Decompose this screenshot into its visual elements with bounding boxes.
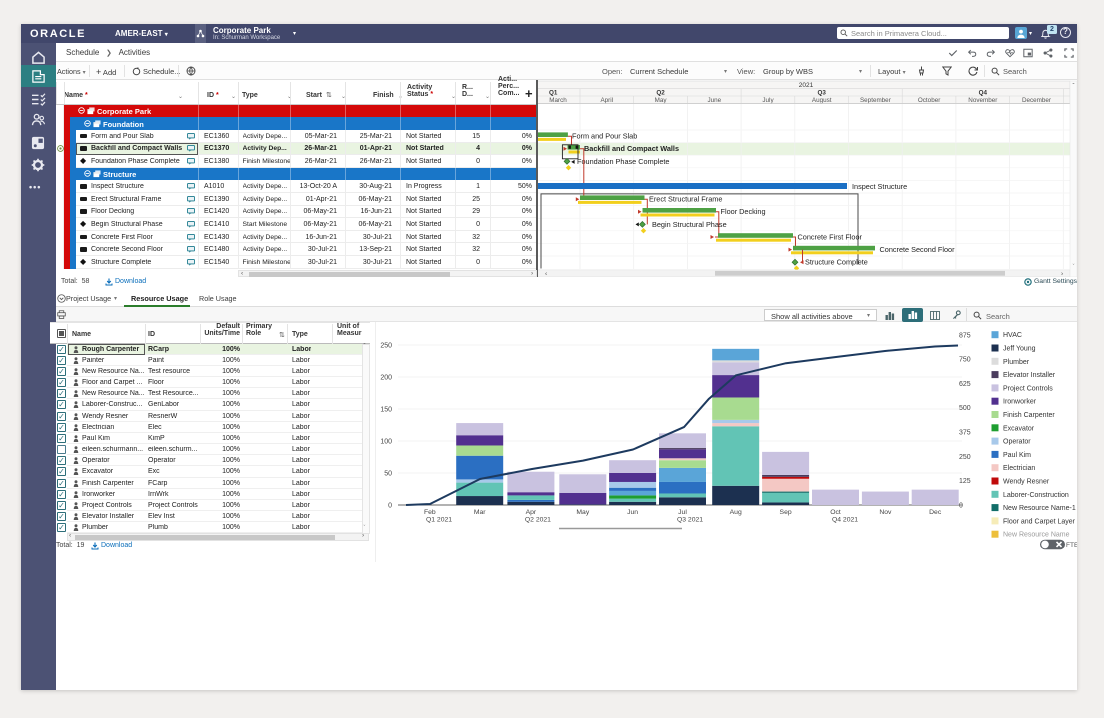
svg-text:May: May xyxy=(576,509,589,516)
svg-text:›: › xyxy=(1061,271,1063,278)
svg-text:‹: ‹ xyxy=(545,271,547,278)
svg-text:Q4: Q4 xyxy=(979,89,988,96)
svg-text:Sep: Sep xyxy=(780,509,792,516)
svg-text:Q1 2021: Q1 2021 xyxy=(426,517,452,524)
svg-text:New Resource Name-1: New Resource Name-1 xyxy=(1003,505,1076,512)
svg-text:Jul: Jul xyxy=(678,509,687,516)
svg-text:0: 0 xyxy=(388,502,392,509)
svg-text:Backfill and Compact Walls: Backfill and Compact Walls xyxy=(584,144,679,153)
svg-text:Feb: Feb xyxy=(424,509,436,516)
svg-text:Dec: Dec xyxy=(929,509,942,516)
svg-text:375: 375 xyxy=(959,430,971,437)
svg-text:200: 200 xyxy=(380,374,392,381)
svg-text:Floor and Carpet Layer: Floor and Carpet Layer xyxy=(1003,518,1076,525)
svg-text:Floor Decking: Floor Decking xyxy=(721,207,766,216)
svg-text:April: April xyxy=(600,97,613,104)
svg-text:875: 875 xyxy=(959,332,971,339)
svg-text:October: October xyxy=(918,97,940,104)
svg-text:June: June xyxy=(707,97,721,104)
svg-text:August: August xyxy=(812,97,832,104)
svg-text:Q1: Q1 xyxy=(549,89,558,96)
svg-text:Laborer-Construction: Laborer-Construction xyxy=(1003,492,1069,499)
svg-text:ˆ: ˆ xyxy=(1073,84,1075,90)
svg-text:125: 125 xyxy=(959,478,971,485)
svg-text:Nov: Nov xyxy=(879,509,892,516)
svg-text:December: December xyxy=(1022,97,1051,104)
svg-text:Jeff Young: Jeff Young xyxy=(1003,346,1036,353)
svg-text:625: 625 xyxy=(959,381,971,388)
svg-text:250: 250 xyxy=(959,454,971,461)
svg-text:Foundation Phase Complete: Foundation Phase Complete xyxy=(577,157,670,166)
svg-text:Operator: Operator xyxy=(1003,439,1031,446)
svg-text:Concrete First Floor: Concrete First Floor xyxy=(798,232,863,241)
svg-text:Mar: Mar xyxy=(474,509,486,516)
svg-text:Project Controls: Project Controls xyxy=(1003,385,1053,392)
svg-text:100: 100 xyxy=(380,438,392,445)
svg-text:150: 150 xyxy=(380,406,392,413)
svg-text:2021: 2021 xyxy=(799,82,814,89)
svg-text:Q4 2021: Q4 2021 xyxy=(832,517,858,524)
svg-text:Plumber: Plumber xyxy=(1003,359,1030,366)
svg-text:November: November xyxy=(968,97,997,104)
svg-text:Excavator: Excavator xyxy=(1003,425,1035,432)
svg-text:500: 500 xyxy=(959,405,971,412)
svg-text:Form and Pour Slab: Form and Pour Slab xyxy=(572,132,637,141)
svg-text:September: September xyxy=(860,97,891,104)
svg-text:Electrician: Electrician xyxy=(1003,465,1035,472)
svg-text:Wendy Resner: Wendy Resner xyxy=(1003,479,1050,486)
svg-text:Apr: Apr xyxy=(526,509,537,516)
svg-text:Erect Structural Frame: Erect Structural Frame xyxy=(649,195,722,204)
svg-text:July: July xyxy=(762,97,774,104)
svg-text:Q3 2021: Q3 2021 xyxy=(677,517,703,524)
svg-text:Oct: Oct xyxy=(830,509,841,516)
svg-text:Structure Complete: Structure Complete xyxy=(805,258,868,267)
svg-text:Concrete Second Floor: Concrete Second Floor xyxy=(880,245,956,254)
svg-text:Inspect Structure: Inspect Structure xyxy=(852,182,907,191)
svg-text:ˇ: ˇ xyxy=(1073,264,1075,270)
svg-text:Begin Structural Phase: Begin Structural Phase xyxy=(652,220,727,229)
svg-text:Elevator Installer: Elevator Installer xyxy=(1003,372,1056,379)
svg-text:Q3: Q3 xyxy=(817,89,826,96)
svg-text:Jun: Jun xyxy=(627,509,638,516)
svg-text:0: 0 xyxy=(959,502,963,509)
svg-text:FTE: FTE xyxy=(1066,542,1077,549)
svg-text:Paul Kim: Paul Kim xyxy=(1003,452,1031,459)
svg-text:Aug: Aug xyxy=(730,509,742,516)
svg-text:Q2 2021: Q2 2021 xyxy=(525,517,551,524)
svg-text:Q2: Q2 xyxy=(656,89,665,96)
svg-text:750: 750 xyxy=(959,357,971,364)
svg-text:HVAC: HVAC xyxy=(1003,332,1022,339)
svg-text:March: March xyxy=(549,97,567,104)
svg-text:New Resource Name: New Resource Name xyxy=(1003,532,1070,539)
svg-text:Finish Carpenter: Finish Carpenter xyxy=(1003,412,1055,419)
svg-text:250: 250 xyxy=(380,342,392,349)
svg-text:50: 50 xyxy=(384,470,392,477)
svg-text:May: May xyxy=(655,97,668,104)
svg-text:Ironworker: Ironworker xyxy=(1003,399,1037,406)
